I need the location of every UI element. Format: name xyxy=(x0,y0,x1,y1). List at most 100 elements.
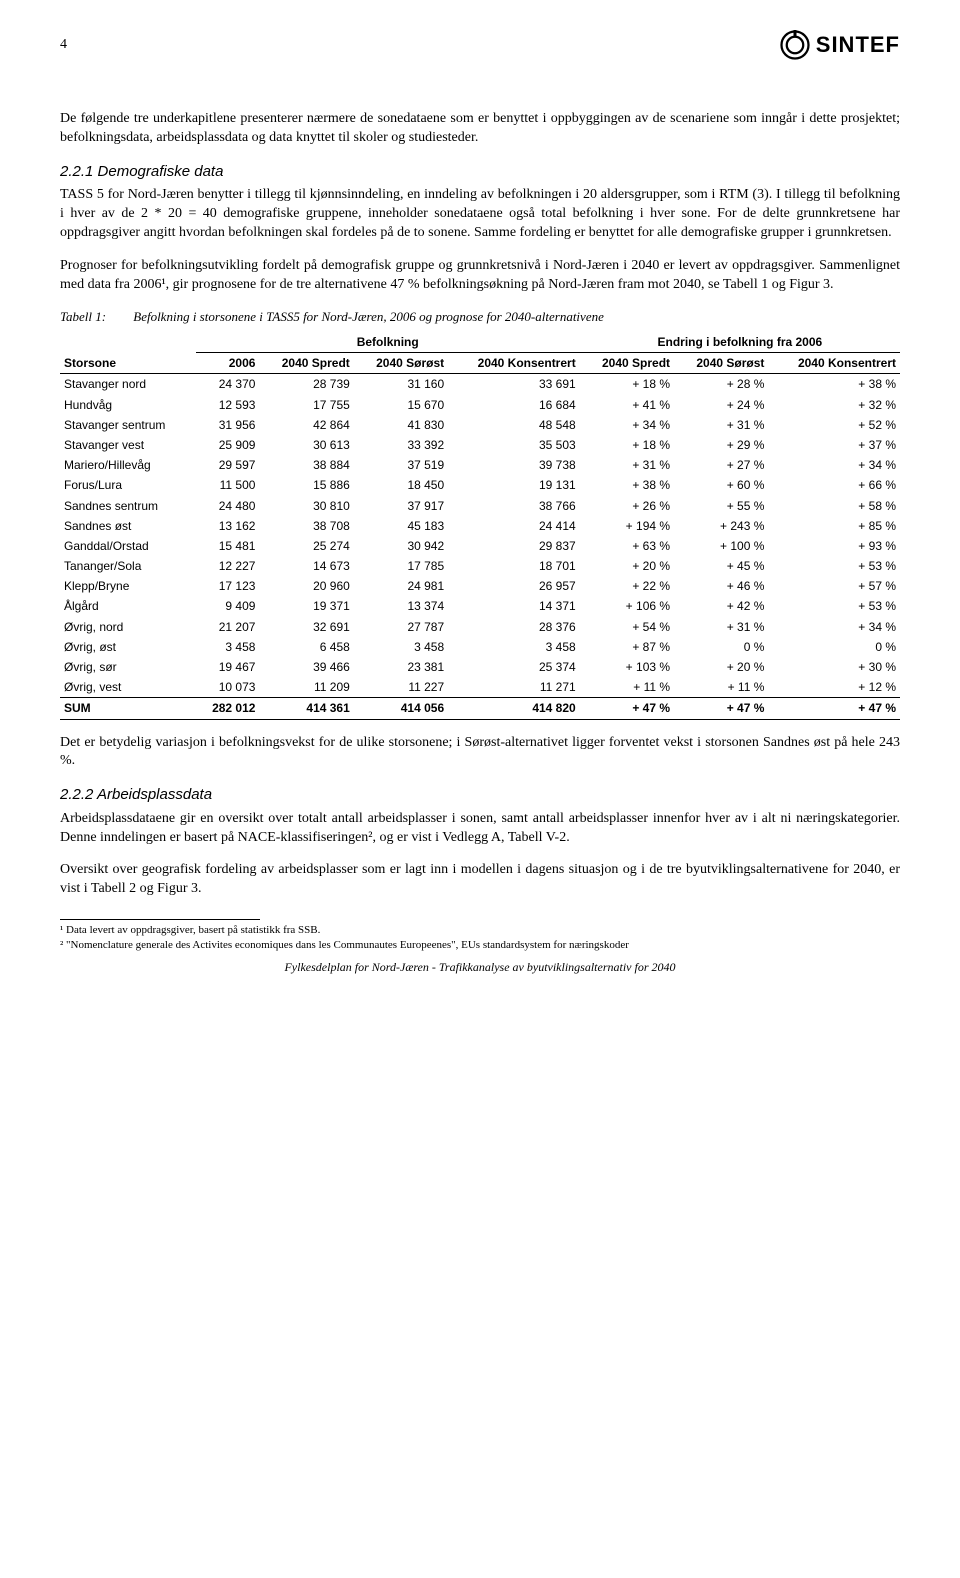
table-cell: 27 787 xyxy=(354,617,448,637)
table-cell: + 34 % xyxy=(768,617,900,637)
table-cell: 28 376 xyxy=(448,617,580,637)
table-cell: 15 481 xyxy=(196,536,260,556)
table-cell: + 85 % xyxy=(768,516,900,536)
table-cell: 37 917 xyxy=(354,496,448,516)
table-cell: + 29 % xyxy=(674,435,768,455)
table-cell: + 28 % xyxy=(674,374,768,395)
table-cell: Ålgård xyxy=(60,596,196,616)
table-cell: 12 227 xyxy=(196,556,260,576)
table-cell: 41 830 xyxy=(354,415,448,435)
table-cell: 11 209 xyxy=(259,677,353,698)
table-cell: Øvrig, nord xyxy=(60,617,196,637)
table-cell: Sandnes øst xyxy=(60,516,196,536)
table-cell: + 38 % xyxy=(580,475,674,495)
table-cell: + 63 % xyxy=(580,536,674,556)
table-cell: 17 123 xyxy=(196,576,260,596)
table-cell: Sandnes sentrum xyxy=(60,496,196,516)
table-row: Stavanger sentrum31 95642 86441 83048 54… xyxy=(60,415,900,435)
table-cell: 38 708 xyxy=(259,516,353,536)
table-cell: + 11 % xyxy=(674,677,768,698)
section-222-p1: Arbeidsplassdataene gir en oversikt over… xyxy=(60,810,900,848)
table1-col-4: 2040 Konsentrert xyxy=(448,353,580,374)
table-cell: Tananger/Sola xyxy=(60,556,196,576)
table-row: Øvrig, vest10 07311 20911 22711 271+ 11 … xyxy=(60,677,900,698)
table-cell: + 31 % xyxy=(674,617,768,637)
table-cell: + 22 % xyxy=(580,576,674,596)
table-cell: 31 956 xyxy=(196,415,260,435)
table-cell: + 103 % xyxy=(580,657,674,677)
table-cell: Øvrig, vest xyxy=(60,677,196,698)
table-cell: + 46 % xyxy=(674,576,768,596)
table-cell: + 38 % xyxy=(768,374,900,395)
table-cell: + 194 % xyxy=(580,516,674,536)
table1-col-1: 2006 xyxy=(196,353,260,374)
table-cell: 38 884 xyxy=(259,455,353,475)
table1-caption-label: Tabell 1: xyxy=(60,308,130,326)
table-cell: 3 458 xyxy=(196,637,260,657)
table-cell: 15 886 xyxy=(259,475,353,495)
table-row: Ganddal/Orstad15 48125 27430 94229 837+ … xyxy=(60,536,900,556)
page-header: 4 SINTEF xyxy=(60,30,900,60)
table-cell: 18 450 xyxy=(354,475,448,495)
table1-col-3: 2040 Sørøst xyxy=(354,353,448,374)
table-cell: 20 960 xyxy=(259,576,353,596)
table-cell: Øvrig, øst xyxy=(60,637,196,657)
table-cell: 17 755 xyxy=(259,395,353,415)
table-cell: + 34 % xyxy=(580,415,674,435)
table-cell: + 20 % xyxy=(580,556,674,576)
section-222-p2: Oversikt over geografisk fordeling av ar… xyxy=(60,861,900,899)
table-cell: Stavanger nord xyxy=(60,374,196,395)
table-cell: Mariero/Hillevåg xyxy=(60,455,196,475)
table-cell: 33 392 xyxy=(354,435,448,455)
table-cell: 24 480 xyxy=(196,496,260,516)
table-cell: Klepp/Bryne xyxy=(60,576,196,596)
table-cell: + 26 % xyxy=(580,496,674,516)
table-cell: SUM xyxy=(60,698,196,719)
table1-group-header-1: Befolkning xyxy=(196,332,580,353)
section-221-heading: 2.2.1 Demografiske data xyxy=(60,162,900,182)
table-cell: 29 597 xyxy=(196,455,260,475)
intro-paragraph: De følgende tre underkapitlene presenter… xyxy=(60,110,900,148)
table-cell: + 32 % xyxy=(768,395,900,415)
table1-group-header-2: Endring i befolkning fra 2006 xyxy=(580,332,900,353)
table-cell: + 66 % xyxy=(768,475,900,495)
table1-caption-text: Befolkning i storsonene i TASS5 for Nord… xyxy=(133,309,604,324)
table-cell: + 34 % xyxy=(768,455,900,475)
table1-col-7: 2040 Konsentrert xyxy=(768,353,900,374)
table-cell: + 31 % xyxy=(674,415,768,435)
table-cell: 414 056 xyxy=(354,698,448,719)
table-cell: 25 274 xyxy=(259,536,353,556)
after-table-paragraph: Det er betydelig variasjon i befolknings… xyxy=(60,734,900,772)
table-cell: 414 361 xyxy=(259,698,353,719)
table-cell: + 18 % xyxy=(580,374,674,395)
table-row: Øvrig, sør19 46739 46623 38125 374+ 103 … xyxy=(60,657,900,677)
table-row: Ålgård9 40919 37113 37414 371+ 106 %+ 42… xyxy=(60,596,900,616)
table-cell: + 60 % xyxy=(674,475,768,495)
table-cell: 24 370 xyxy=(196,374,260,395)
table-cell: Stavanger vest xyxy=(60,435,196,455)
table-cell: 0 % xyxy=(768,637,900,657)
footnote-1: ¹ Data levert av oppdragsgiver, basert p… xyxy=(60,923,900,938)
section-222-heading: 2.2.2 Arbeidsplassdata xyxy=(60,785,900,805)
table-cell: 28 739 xyxy=(259,374,353,395)
table1-col-6: 2040 Sørøst xyxy=(674,353,768,374)
table-row: Forus/Lura11 50015 88618 45019 131+ 38 %… xyxy=(60,475,900,495)
table-cell: 38 766 xyxy=(448,496,580,516)
table-cell: + 37 % xyxy=(768,435,900,455)
table-cell: 3 458 xyxy=(448,637,580,657)
table-cell: 39 738 xyxy=(448,455,580,475)
table-row: Sandnes sentrum24 48030 81037 91738 766+… xyxy=(60,496,900,516)
table-cell: + 27 % xyxy=(674,455,768,475)
footnote-2: ² "Nomenclature generale des Activites e… xyxy=(60,938,900,953)
table-row: Stavanger vest25 90930 61333 39235 503+ … xyxy=(60,435,900,455)
table-cell: + 52 % xyxy=(768,415,900,435)
table-row: Klepp/Bryne17 12320 96024 98126 957+ 22 … xyxy=(60,576,900,596)
table-cell: 3 458 xyxy=(354,637,448,657)
table-cell: + 18 % xyxy=(580,435,674,455)
table-cell: + 20 % xyxy=(674,657,768,677)
table-cell: + 47 % xyxy=(674,698,768,719)
table-cell: 32 691 xyxy=(259,617,353,637)
table-cell: + 53 % xyxy=(768,596,900,616)
table-cell: 414 820 xyxy=(448,698,580,719)
table-cell: Forus/Lura xyxy=(60,475,196,495)
